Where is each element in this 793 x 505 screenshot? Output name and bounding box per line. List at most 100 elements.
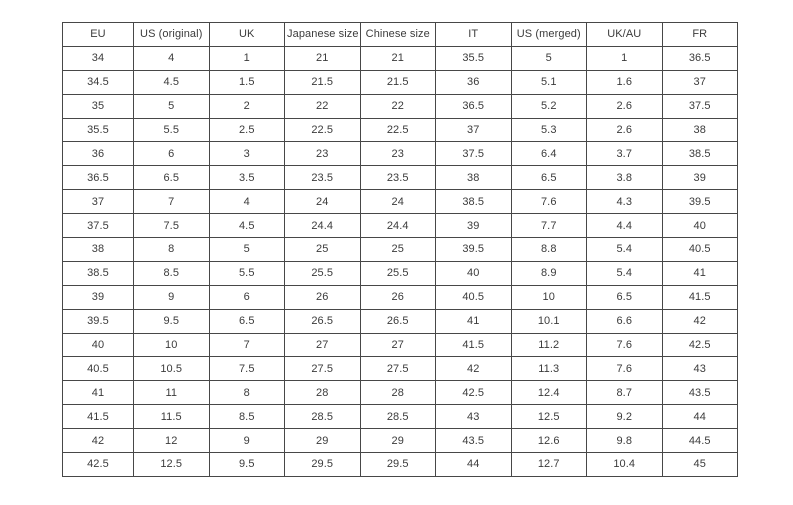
- table-cell: 27: [359, 332, 436, 358]
- table-cell: 39: [435, 213, 512, 239]
- table-cell: 21: [359, 45, 436, 71]
- table-cell: 38: [435, 165, 512, 191]
- table-cell: 26.5: [284, 308, 361, 334]
- table-cell: 1.6: [586, 69, 663, 95]
- table-cell: 36.5: [435, 93, 512, 119]
- table-row: 34 4 1 21 21 35.5 5 1 36.5: [62, 45, 738, 71]
- table-cell: 26.5: [359, 308, 436, 334]
- table-cell: 25.5: [284, 260, 361, 286]
- table-cell: 29: [359, 428, 436, 454]
- table-row: 35.5 5.5 2.5 22.5 22.5 37 5.3 2.6 38: [62, 117, 738, 143]
- column-header: US (merged): [510, 22, 587, 47]
- column-header: Japanese size: [284, 22, 361, 47]
- table-cell: 5.2: [510, 93, 587, 119]
- table-cell: 12.5: [133, 452, 210, 477]
- table-cell: 22: [284, 93, 361, 119]
- table-cell: 8: [133, 237, 210, 262]
- table-cell: 29.5: [359, 452, 436, 477]
- table-cell: 44.5: [661, 428, 738, 454]
- table-cell: 37.5: [62, 213, 134, 239]
- column-header: IT: [435, 22, 512, 47]
- table-cell: 37: [62, 189, 134, 215]
- table-cell: 38.5: [661, 141, 738, 167]
- table-cell: 1.5: [208, 69, 285, 95]
- table-cell: 5: [510, 45, 587, 71]
- table-cell: 36.5: [661, 45, 738, 71]
- table-cell: 9.5: [133, 308, 210, 334]
- table-cell: 37.5: [661, 93, 738, 119]
- table-cell: 7.6: [510, 189, 587, 215]
- table-cell: 11: [133, 380, 210, 406]
- column-header: Chinese size: [359, 22, 436, 47]
- table-cell: 1: [208, 45, 285, 71]
- table-cell: 10.4: [586, 452, 663, 477]
- table-cell: 29: [284, 428, 361, 454]
- table-cell: 39.5: [661, 189, 738, 215]
- table-cell: 36: [435, 69, 512, 95]
- table-cell: 41: [435, 308, 512, 334]
- table-cell: 22.5: [284, 117, 361, 143]
- table-cell: 41: [661, 260, 738, 286]
- table-cell: 4.4: [586, 213, 663, 239]
- table-cell: 5.4: [586, 260, 663, 286]
- table-cell: 36: [62, 141, 134, 167]
- column-header: FR: [661, 22, 738, 47]
- table-cell: 40: [435, 260, 512, 286]
- table-cell: 8.8: [510, 237, 587, 262]
- table-cell: 41.5: [435, 332, 512, 358]
- table-cell: 43: [661, 356, 738, 382]
- table-cell: 6.5: [510, 165, 587, 191]
- table-cell: 41: [62, 380, 134, 406]
- table-cell: 21: [284, 45, 361, 71]
- table-cell: 6.5: [586, 284, 663, 310]
- table-cell: 12.6: [510, 428, 587, 454]
- shoe-size-conversion-table: EU US (original) UK Japanese size Chinese si…: [62, 22, 738, 477]
- table-cell: 40.5: [661, 237, 738, 262]
- table-cell: 7.6: [586, 356, 663, 382]
- table-cell: 24.4: [359, 213, 436, 239]
- header-row: EU US (original) UK Japanese size Chinese si…: [62, 22, 738, 47]
- table-cell: 40.5: [435, 284, 512, 310]
- table-cell: 43.5: [661, 380, 738, 406]
- table-cell: 3.5: [208, 165, 285, 191]
- table-cell: 8.5: [133, 260, 210, 286]
- table-cell: 12.4: [510, 380, 587, 406]
- table-cell: 24.4: [284, 213, 361, 239]
- table-cell: 42: [435, 356, 512, 382]
- table-cell: 42: [661, 308, 738, 334]
- table-cell: 7.5: [208, 356, 285, 382]
- table-cell: 28: [284, 380, 361, 406]
- table-cell: 12: [133, 428, 210, 454]
- table-cell: 36.5: [62, 165, 134, 191]
- table-cell: 5.3: [510, 117, 587, 143]
- table-cell: 11.5: [133, 404, 210, 430]
- table-cell: 27.5: [359, 356, 436, 382]
- table-cell: 35.5: [435, 45, 512, 71]
- table-row: 36.5 6.5 3.5 23.5 23.5 38 6.5 3.8 39: [62, 165, 738, 191]
- table-cell: 38.5: [435, 189, 512, 215]
- table-row: 40 10 7 27 27 41.5 11.2 7.6 42.5: [62, 332, 738, 358]
- table-cell: 4.3: [586, 189, 663, 215]
- table-row: 34.5 4.5 1.5 21.5 21.5 36 5.1 1.6 37: [62, 69, 738, 95]
- table-cell: 42.5: [661, 332, 738, 358]
- table-cell: 4: [133, 45, 210, 71]
- table-row: 36 6 3 23 23 37.5 6.4 3.7 38.5: [62, 141, 738, 167]
- table-cell: 21.5: [359, 69, 436, 95]
- table-cell: 6.5: [133, 165, 210, 191]
- table-cell: 34: [62, 45, 134, 71]
- table-cell: 23.5: [359, 165, 436, 191]
- table-cell: 1: [586, 45, 663, 71]
- column-header: EU: [62, 22, 134, 47]
- table-cell: 12.5: [510, 404, 587, 430]
- table-cell: 11.3: [510, 356, 587, 382]
- table-cell: 9.5: [208, 452, 285, 477]
- table-cell: 39: [661, 165, 738, 191]
- table-cell: 25: [359, 237, 436, 262]
- table-cell: 39.5: [435, 237, 512, 262]
- table-cell: 6.6: [586, 308, 663, 334]
- table-cell: 10: [133, 332, 210, 358]
- table-cell: 10.5: [133, 356, 210, 382]
- table-cell: 9.2: [586, 404, 663, 430]
- table-cell: 8: [208, 380, 285, 406]
- table-row: 39.5 9.5 6.5 26.5 26.5 41 10.1 6.6 42: [62, 308, 738, 334]
